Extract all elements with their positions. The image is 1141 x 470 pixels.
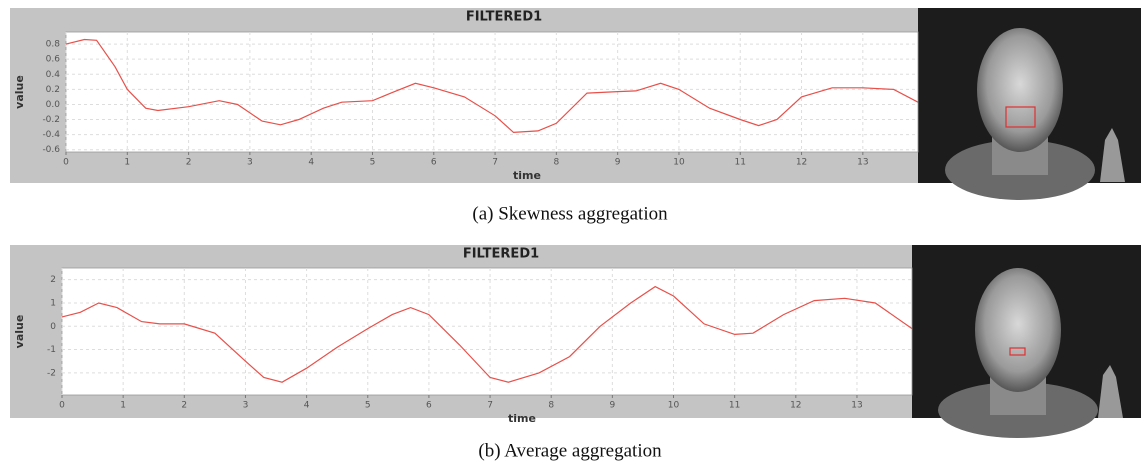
x-tick-label: 7: [492, 158, 498, 168]
y-tick-label: 1: [50, 298, 56, 308]
x-tick-label: 1: [124, 158, 130, 168]
data-line: [61, 285, 913, 383]
x-tick-label: 12: [790, 401, 801, 411]
y-axis-label: value: [13, 315, 26, 349]
x-tick-label: 12: [796, 158, 807, 168]
y-tick-label: 0: [50, 322, 56, 332]
x-tick-label: 9: [609, 401, 615, 411]
chart-title: FILTERED1: [463, 247, 539, 262]
plot-area: [65, 31, 919, 153]
x-tick-label: 10: [668, 401, 680, 411]
y-tick-label: -0.2: [42, 115, 60, 125]
x-tick-label: 11: [735, 158, 746, 168]
x-tick-label: 2: [181, 401, 187, 411]
x-tick-label: 5: [365, 401, 371, 411]
y-tick-label: 0.0: [46, 100, 61, 110]
x-tick-label: 13: [857, 158, 868, 168]
x-axis-label: time: [513, 169, 541, 182]
thermal-image-a: [918, 8, 1141, 200]
x-tick-label: 10: [673, 158, 685, 168]
plot-area: [61, 267, 913, 396]
y-tick-label: 2: [50, 275, 56, 285]
y-tick-label: -0.4: [42, 130, 60, 140]
y-tick-label: -0.6: [42, 145, 60, 155]
x-tick-label: 3: [247, 158, 253, 168]
x-tick-label: 5: [370, 158, 376, 168]
x-tick-label: 6: [431, 158, 437, 168]
caption: (a) Skewness aggregation: [472, 203, 668, 224]
x-tick-label: 13: [851, 401, 862, 411]
x-tick-label: 1: [120, 401, 126, 411]
x-tick-label: 0: [59, 401, 65, 411]
x-tick-label: 3: [243, 401, 249, 411]
y-tick-label: 0.4: [46, 70, 61, 80]
y-axis-label: value: [13, 75, 26, 109]
y-tick-label: 0.2: [46, 85, 60, 95]
x-tick-label: 7: [487, 401, 493, 411]
data-line: [65, 38, 919, 134]
x-tick-label: 4: [304, 401, 310, 411]
caption: (b) Average aggregation: [478, 440, 662, 461]
y-tick-label: 0.6: [46, 55, 61, 65]
thermal-image-b: [912, 245, 1141, 438]
x-tick-label: 11: [729, 401, 740, 411]
x-tick-label: 9: [615, 158, 621, 168]
x-tick-label: 8: [553, 158, 559, 168]
x-axis-label: time: [508, 412, 536, 425]
x-tick-label: 4: [308, 158, 314, 168]
x-tick-label: 8: [548, 401, 554, 411]
chart-title: FILTERED1: [466, 10, 542, 25]
x-tick-label: 6: [426, 401, 432, 411]
y-tick-label: 0.8: [46, 40, 61, 50]
y-tick-label: -2: [47, 368, 56, 378]
x-tick-label: 2: [186, 158, 192, 168]
x-tick-label: 0: [63, 158, 69, 168]
y-tick-label: -1: [47, 345, 56, 355]
